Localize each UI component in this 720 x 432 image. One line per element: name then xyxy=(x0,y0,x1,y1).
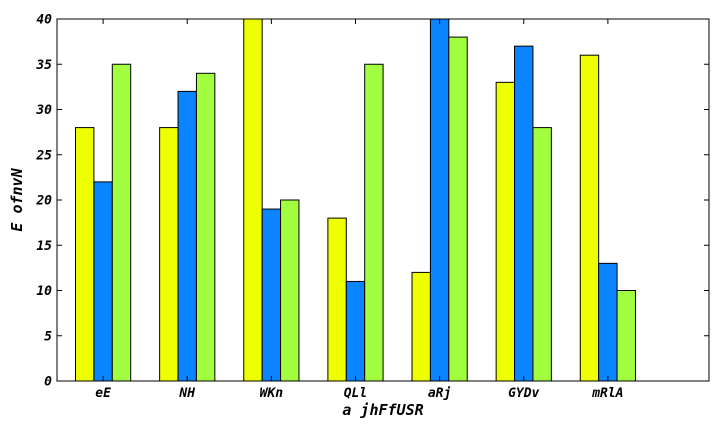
bar-GYDv-series-3 xyxy=(532,127,552,382)
bars-layer xyxy=(75,18,636,382)
bar-GYDv-series-2 xyxy=(514,45,534,382)
y-tick-label: 40 xyxy=(36,13,52,28)
y-axis-title: E ofnvN xyxy=(8,167,26,231)
bar-eE-series-3 xyxy=(111,63,132,382)
x-axis-title: a jhFfUSR xyxy=(342,401,423,419)
bar-NH-series-2 xyxy=(177,90,197,382)
bar-eE-series-2 xyxy=(93,181,113,382)
y-tick-label: 35 xyxy=(35,58,52,73)
y-tick-label: 30 xyxy=(35,103,52,118)
bar-mRlA-series-3 xyxy=(616,290,636,382)
bar-QLl-series-3 xyxy=(364,63,384,382)
x-tick-label: eE xyxy=(95,386,111,401)
bar-QLl-series-2 xyxy=(345,280,366,382)
bar-eE-series-1 xyxy=(75,127,95,382)
bar-NH-series-3 xyxy=(195,72,216,382)
x-tick-label: aRj xyxy=(428,386,451,401)
bar-WKn-series-1 xyxy=(243,18,263,382)
y-tick-label: 0 xyxy=(44,375,52,390)
bar-WKn-series-2 xyxy=(261,208,282,382)
bar-aRj-series-3 xyxy=(448,36,468,382)
bar-aRj-series-1 xyxy=(411,271,431,382)
bar-mRlA-series-1 xyxy=(579,54,600,382)
x-tick-label: GYDv xyxy=(508,386,539,401)
bar-GYDv-series-1 xyxy=(495,81,516,382)
bar-QLl-series-1 xyxy=(327,217,347,382)
x-tick-label: NH xyxy=(178,386,195,401)
bar-NH-series-1 xyxy=(159,127,179,382)
bar-WKn-series-3 xyxy=(280,199,300,382)
x-axis: eE NH WKn QLl aRj GYDv mRlA xyxy=(95,19,624,401)
x-tick-label: WKn xyxy=(260,386,284,401)
x-tick-label: QLl xyxy=(344,386,367,401)
bar-mRlA-series-2 xyxy=(598,262,618,382)
y-tick-label: 10 xyxy=(36,284,52,299)
x-tick-label: mRlA xyxy=(591,386,623,401)
y-tick-label: 5 xyxy=(44,329,52,344)
y-axis: 0 5 10 15 20 25 30 35 40 xyxy=(35,13,709,390)
bar-aRj-series-2 xyxy=(429,18,450,382)
y-tick-label: 20 xyxy=(35,194,52,209)
y-tick-label: 15 xyxy=(36,239,52,254)
y-tick-label: 25 xyxy=(35,148,52,163)
